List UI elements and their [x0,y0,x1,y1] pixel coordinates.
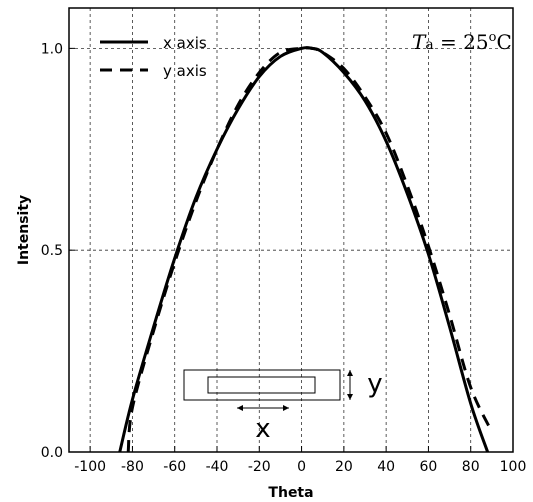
x-tick-label: 40 [377,459,395,475]
annotation-subscript: a [425,37,433,53]
x-axis-title: Theta [268,485,313,501]
inset-y-arrow-bottom-head [347,394,353,400]
inset-y-arrow-top-head [347,370,353,376]
annotation-unit: C [496,30,511,54]
temperature-annotation: Ta = 25oC [412,30,512,54]
inset-outer-rect [183,369,341,401]
inset-inner-rect [207,376,316,394]
inset-x-label: x [255,414,270,444]
x-tick-label: 80 [462,459,480,475]
inset-x-arrow-left-head [237,405,243,411]
x-tick-label: -40 [206,459,229,475]
annotation-symbol: T [412,30,427,54]
x-tick-label: -60 [163,459,186,475]
annotation-value: = 25 [434,30,489,54]
plot-frame [68,7,514,453]
y-tick-label: 1.0 [41,41,63,57]
y-tick-label: 0.0 [41,445,63,461]
x-tick-label: 0 [297,459,306,475]
x-tick-label: -80 [121,459,144,475]
y-axis-title: Intensity [16,195,32,265]
legend-label-y-axis: y axis [163,62,207,80]
axis-ticks: -100 -80 -60 -40 -20 0 20 40 60 80 100 0.0 0.5 1.0 [41,41,527,475]
series-line-y-axis [126,46,494,453]
x-tick-label: 60 [420,459,438,475]
inset-diagram: x y [183,369,383,444]
y-tick-label: 0.5 [41,243,63,259]
series-lines [118,46,494,453]
x-tick-label: 20 [335,459,353,475]
inset-x-arrow-right-head [283,405,289,411]
legend: x axis y axis [100,34,207,80]
annotation-superscript: o [489,30,497,45]
inset-y-label: y [367,369,382,399]
x-tick-label: -100 [74,459,106,475]
x-tick-label: 100 [500,459,527,475]
x-tick-label: -20 [248,459,271,475]
grid [69,8,514,453]
legend-label-x-axis: x axis [163,34,207,52]
